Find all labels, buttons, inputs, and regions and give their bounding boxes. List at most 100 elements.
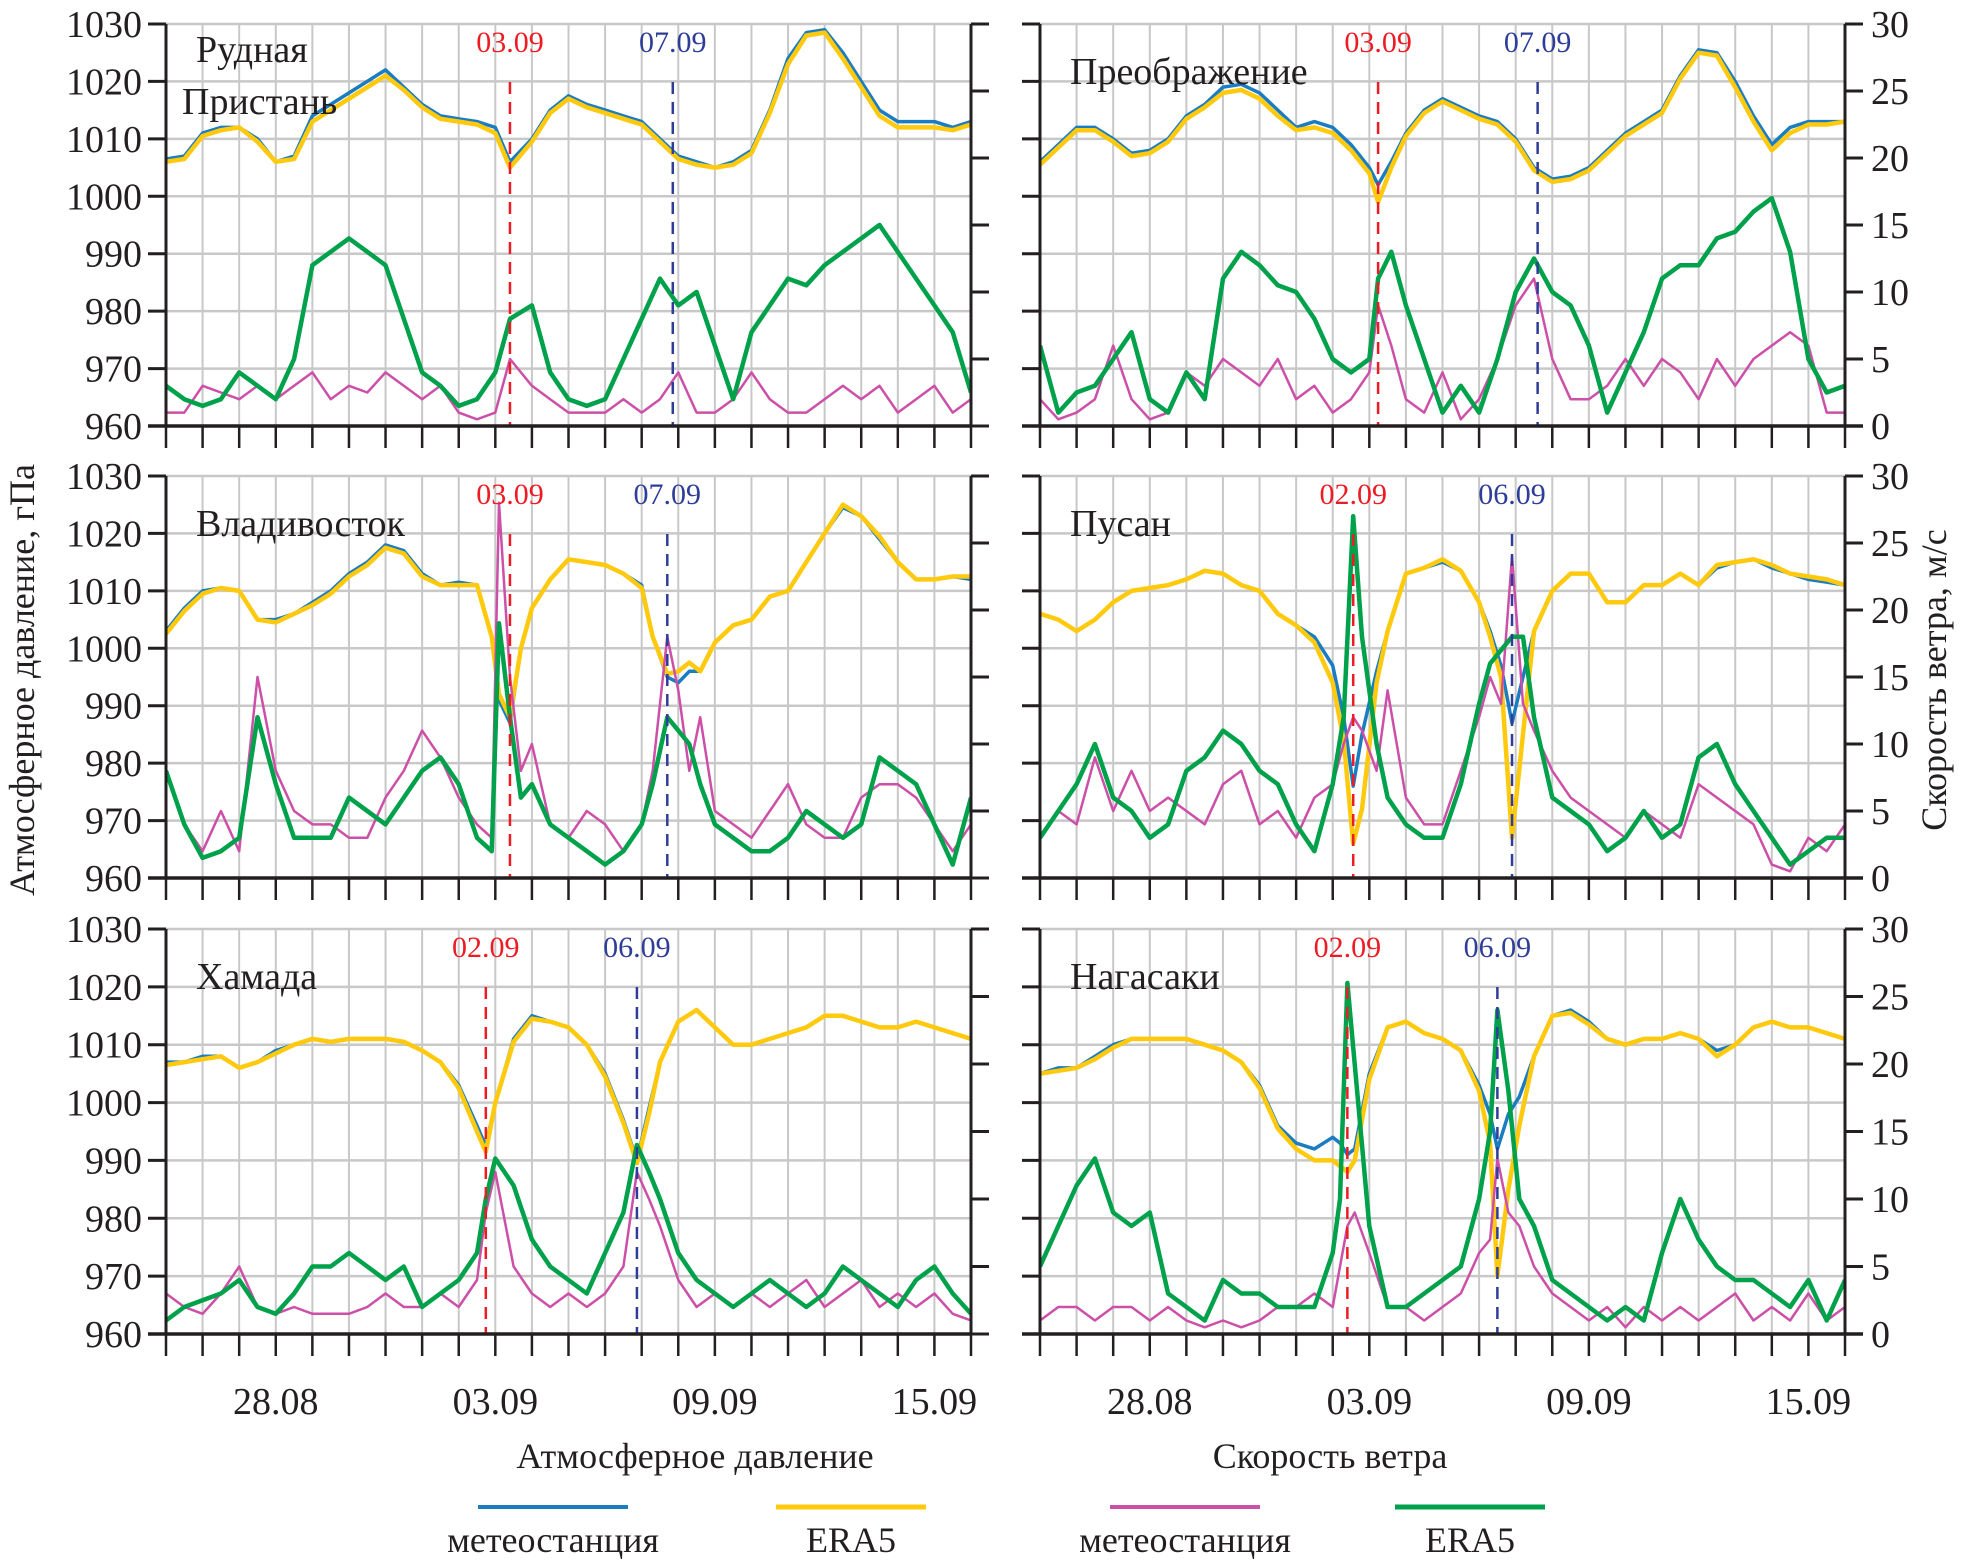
wind-tick-label: 20: [1871, 138, 1909, 180]
event-label-typhoon-2: 07.09: [634, 478, 702, 511]
pressure-tick-label: 990: [85, 1140, 142, 1182]
station-label: Владивосток: [196, 503, 405, 545]
event-label-typhoon-2: 07.09: [639, 26, 707, 59]
panel-6: 02.09 06.09 Нагасаки 0 5 10 15 20 25 30 28.08 03.09…: [1022, 909, 1909, 1423]
wind-tick-label: 25: [1871, 523, 1909, 565]
date-tick-label: 15.09: [1766, 1381, 1852, 1423]
station-label: Нагасаки: [1070, 956, 1220, 998]
series-w-era5: [166, 222, 971, 409]
pressure-tick-label: 960: [85, 858, 142, 900]
wind-tick-label: 25: [1871, 71, 1909, 113]
station-label: Пристань: [182, 81, 337, 123]
legend-label-pressure-era5: ERA5: [806, 1520, 896, 1560]
wind-tick-label: 5: [1871, 1247, 1890, 1289]
series-p-era5: [1040, 1010, 1845, 1279]
legend-label-wind-station: метеостанция: [1079, 1520, 1291, 1560]
series-p-era5: [1040, 50, 1845, 205]
pressure-tick-label: 1030: [66, 456, 142, 498]
series-w-era5: [1040, 513, 1845, 867]
event-label-typhoon-1: 03.09: [476, 478, 544, 511]
date-tick-label: 28.08: [1107, 1381, 1193, 1423]
left-axis-title: Атмосферное давление, гПа: [2, 464, 42, 896]
panels: 03.09 07.09РуднаяПристань9609709809901000…: [66, 4, 1909, 1423]
series-w-station: [1040, 1157, 1845, 1329]
pressure-tick-label: 1020: [66, 513, 142, 555]
right-axis-title: Скорость ветра, м/с: [1914, 529, 1954, 830]
wind-tick-label: 0: [1871, 858, 1890, 900]
date-tick-label: 03.09: [453, 1381, 539, 1423]
pressure-tick-label: 1010: [66, 1025, 142, 1067]
panel-4: 02.09 06.09 Пусан 0 5 10 15 20 25 30: [1022, 456, 1909, 900]
event-label-typhoon-2: 06.09: [1478, 478, 1546, 511]
pressure-tick-label: 1000: [66, 1083, 142, 1125]
wind-tick-label: 10: [1871, 1179, 1909, 1221]
series-w-era5: [1040, 195, 1845, 415]
event-label-typhoon-1: 03.09: [476, 26, 544, 59]
wind-tick-label: 15: [1871, 657, 1909, 699]
pressure-tick-label: 1020: [66, 967, 142, 1009]
legend-group-title-pressure: Атмосферное давление: [516, 1436, 873, 1476]
station-label: Преображение: [1070, 51, 1308, 93]
event-label-typhoon-1: 02.09: [1319, 478, 1387, 511]
pressure-tick-label: 990: [85, 686, 142, 728]
event-label-typhoon-1: 03.09: [1344, 26, 1412, 59]
series-w-era5: [166, 621, 971, 867]
series-w-station: [166, 357, 971, 421]
wind-tick-label: 30: [1871, 4, 1909, 46]
series-w-era5: [1040, 980, 1845, 1323]
series-p-era5: [166, 1007, 971, 1166]
series-p-era5: [1040, 557, 1845, 846]
event-label-typhoon-2: 06.09: [603, 931, 671, 964]
pressure-tick-label: 970: [85, 349, 142, 391]
series-w-station: [1040, 555, 1845, 873]
pressure-tick-label: 960: [85, 406, 142, 448]
legend: Атмосферное давление Скорость ветра мете…: [447, 1436, 1545, 1560]
wind-tick-label: 10: [1871, 724, 1909, 766]
pressure-tick-label: 970: [85, 801, 142, 843]
station-label: Пусан: [1070, 503, 1171, 545]
wind-tick-label: 20: [1871, 1044, 1909, 1086]
date-tick-label: 28.08: [233, 1381, 319, 1423]
legend-label-wind-era5: ERA5: [1425, 1520, 1515, 1560]
panel-2: 03.09 07.09 Преображение 0 5 10 15 20 25 30: [1022, 4, 1909, 448]
event-label-typhoon-2: 06.09: [1464, 931, 1532, 964]
panel-1: 03.09 07.09 Рудная Пристань 960 970 980 990 1000…: [66, 4, 989, 448]
legend-label-pressure-station: метеостанция: [447, 1520, 659, 1560]
pressure-tick-label: 980: [85, 291, 142, 333]
pressure-tick-label: 980: [85, 1198, 142, 1240]
pressure-tick-label: 960: [85, 1314, 142, 1356]
event-label-typhoon-1: 02.09: [452, 931, 520, 964]
pressure-tick-label: 1020: [66, 61, 142, 103]
date-tick-label: 15.09: [892, 1381, 978, 1423]
date-tick-label: 09.09: [672, 1381, 758, 1423]
panel-5: 02.09 06.09 Хамада 960 970 980 990 1000 1010 1020…: [66, 909, 989, 1423]
wind-tick-label: 30: [1871, 909, 1909, 951]
wind-tick-label: 5: [1871, 791, 1890, 833]
event-label-typhoon-2: 07.09: [1504, 26, 1572, 59]
series-p-era5: [166, 30, 971, 170]
pressure-tick-label: 1030: [66, 4, 142, 46]
event-label-typhoon-1: 02.09: [1314, 931, 1382, 964]
wind-tick-label: 15: [1871, 205, 1909, 247]
station-label: Рудная: [196, 29, 308, 71]
wind-tick-label: 25: [1871, 977, 1909, 1019]
wind-tick-label: 30: [1871, 456, 1909, 498]
pressure-tick-label: 970: [85, 1256, 142, 1298]
pressure-tick-label: 990: [85, 234, 142, 276]
pressure-tick-label: 1000: [66, 628, 142, 670]
series-w-station: [166, 1170, 971, 1322]
wind-tick-label: 5: [1871, 339, 1890, 381]
wind-tick-label: 10: [1871, 272, 1909, 314]
pressure-tick-label: 1010: [66, 571, 142, 613]
pressure-tick-label: 1010: [66, 119, 142, 161]
series-w-era5: [166, 1142, 971, 1323]
legend-group-title-wind: Скорость ветра: [1213, 1436, 1448, 1476]
wind-tick-label: 15: [1871, 1112, 1909, 1154]
date-tick-label: 09.09: [1546, 1381, 1632, 1423]
panel-3: 03.09 07.09 Владивосток 960 970 980 990 1000 101…: [66, 456, 989, 900]
series-p-era5: [166, 502, 971, 720]
pressure-tick-label: 980: [85, 743, 142, 785]
date-tick-label: 03.09: [1327, 1381, 1413, 1423]
pressure-tick-label: 1030: [66, 909, 142, 951]
